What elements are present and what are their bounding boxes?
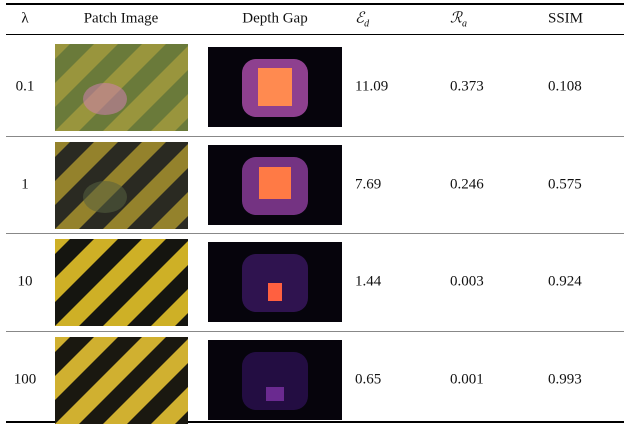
depth-gap-image	[208, 145, 342, 225]
shape	[258, 68, 292, 106]
metric-value: 0.993	[548, 372, 582, 388]
header-subscript: d	[364, 19, 369, 30]
value-cell: 0.993	[548, 372, 582, 389]
metric-value: 11.09	[355, 79, 388, 95]
table-page: λ Patch Image Depth Gap ℰd ℛa SSIM 0.1 11.09 0.3…	[0, 0, 629, 424]
header-text: Patch Image	[84, 11, 159, 27]
lambda-cell: 1	[21, 177, 29, 194]
value-cell: 11.09	[355, 79, 388, 96]
value-cell: 0.575	[548, 177, 582, 194]
lambda-value: 0.1	[16, 79, 35, 95]
value-cell: 0.924	[548, 274, 582, 291]
header-rule	[6, 34, 624, 35]
depth-gap-image	[208, 47, 342, 127]
row-rule	[6, 136, 624, 137]
value-cell: 0.246	[450, 177, 484, 194]
header-subscript: a	[462, 19, 467, 30]
shape	[83, 181, 127, 213]
value-cell: 0.003	[450, 274, 484, 291]
lambda-cell: 100	[14, 372, 37, 389]
patch-image	[55, 239, 188, 326]
lambda-value: 10	[18, 274, 33, 290]
metric-value: 7.69	[355, 177, 381, 193]
patch-image	[55, 44, 188, 131]
metric-value: 1.44	[355, 274, 381, 290]
patch-image	[55, 142, 188, 229]
value-cell: 0.65	[355, 372, 381, 389]
metric-value: 0.108	[548, 79, 582, 95]
value-cell: 0.373	[450, 79, 484, 96]
header-cell: λ	[21, 11, 28, 28]
value-cell: 0.108	[548, 79, 582, 96]
metric-value: 0.373	[450, 79, 484, 95]
value-cell: 0.001	[450, 372, 484, 389]
depth-gap-image	[208, 340, 342, 420]
row-rule	[6, 233, 624, 234]
metric-value: 0.924	[548, 274, 582, 290]
header-text: SSIM	[548, 11, 583, 27]
lambda-value: 1	[21, 177, 29, 193]
metric-value: 0.003	[450, 274, 484, 290]
header-cell: SSIM	[548, 11, 583, 28]
header-text: λ	[21, 11, 28, 27]
lambda-cell: 0.1	[16, 79, 35, 96]
metric-value: 0.575	[548, 177, 582, 193]
shape	[259, 167, 291, 199]
header-cell: Patch Image	[84, 11, 159, 28]
metric-value: 0.001	[450, 372, 484, 388]
shape	[83, 83, 127, 115]
shape	[268, 283, 282, 301]
header-text: ℛ	[450, 9, 462, 27]
row-rule	[6, 331, 624, 332]
value-cell: 1.44	[355, 274, 381, 291]
lambda-cell: 10	[18, 274, 33, 291]
lambda-value: 100	[14, 372, 37, 388]
shape	[242, 352, 308, 410]
value-cell: 7.69	[355, 177, 381, 194]
depth-gap-image	[208, 242, 342, 322]
metric-value: 0.246	[450, 177, 484, 193]
header-cell: ℰd	[355, 9, 369, 30]
shape	[266, 387, 284, 401]
metric-value: 0.65	[355, 372, 381, 388]
header-text: ℰ	[355, 9, 364, 27]
header-cell: Depth Gap	[242, 11, 307, 28]
header-text: Depth Gap	[242, 11, 307, 27]
header-cell: ℛa	[450, 9, 467, 30]
top-rule	[6, 3, 624, 5]
patch-image	[55, 337, 188, 424]
